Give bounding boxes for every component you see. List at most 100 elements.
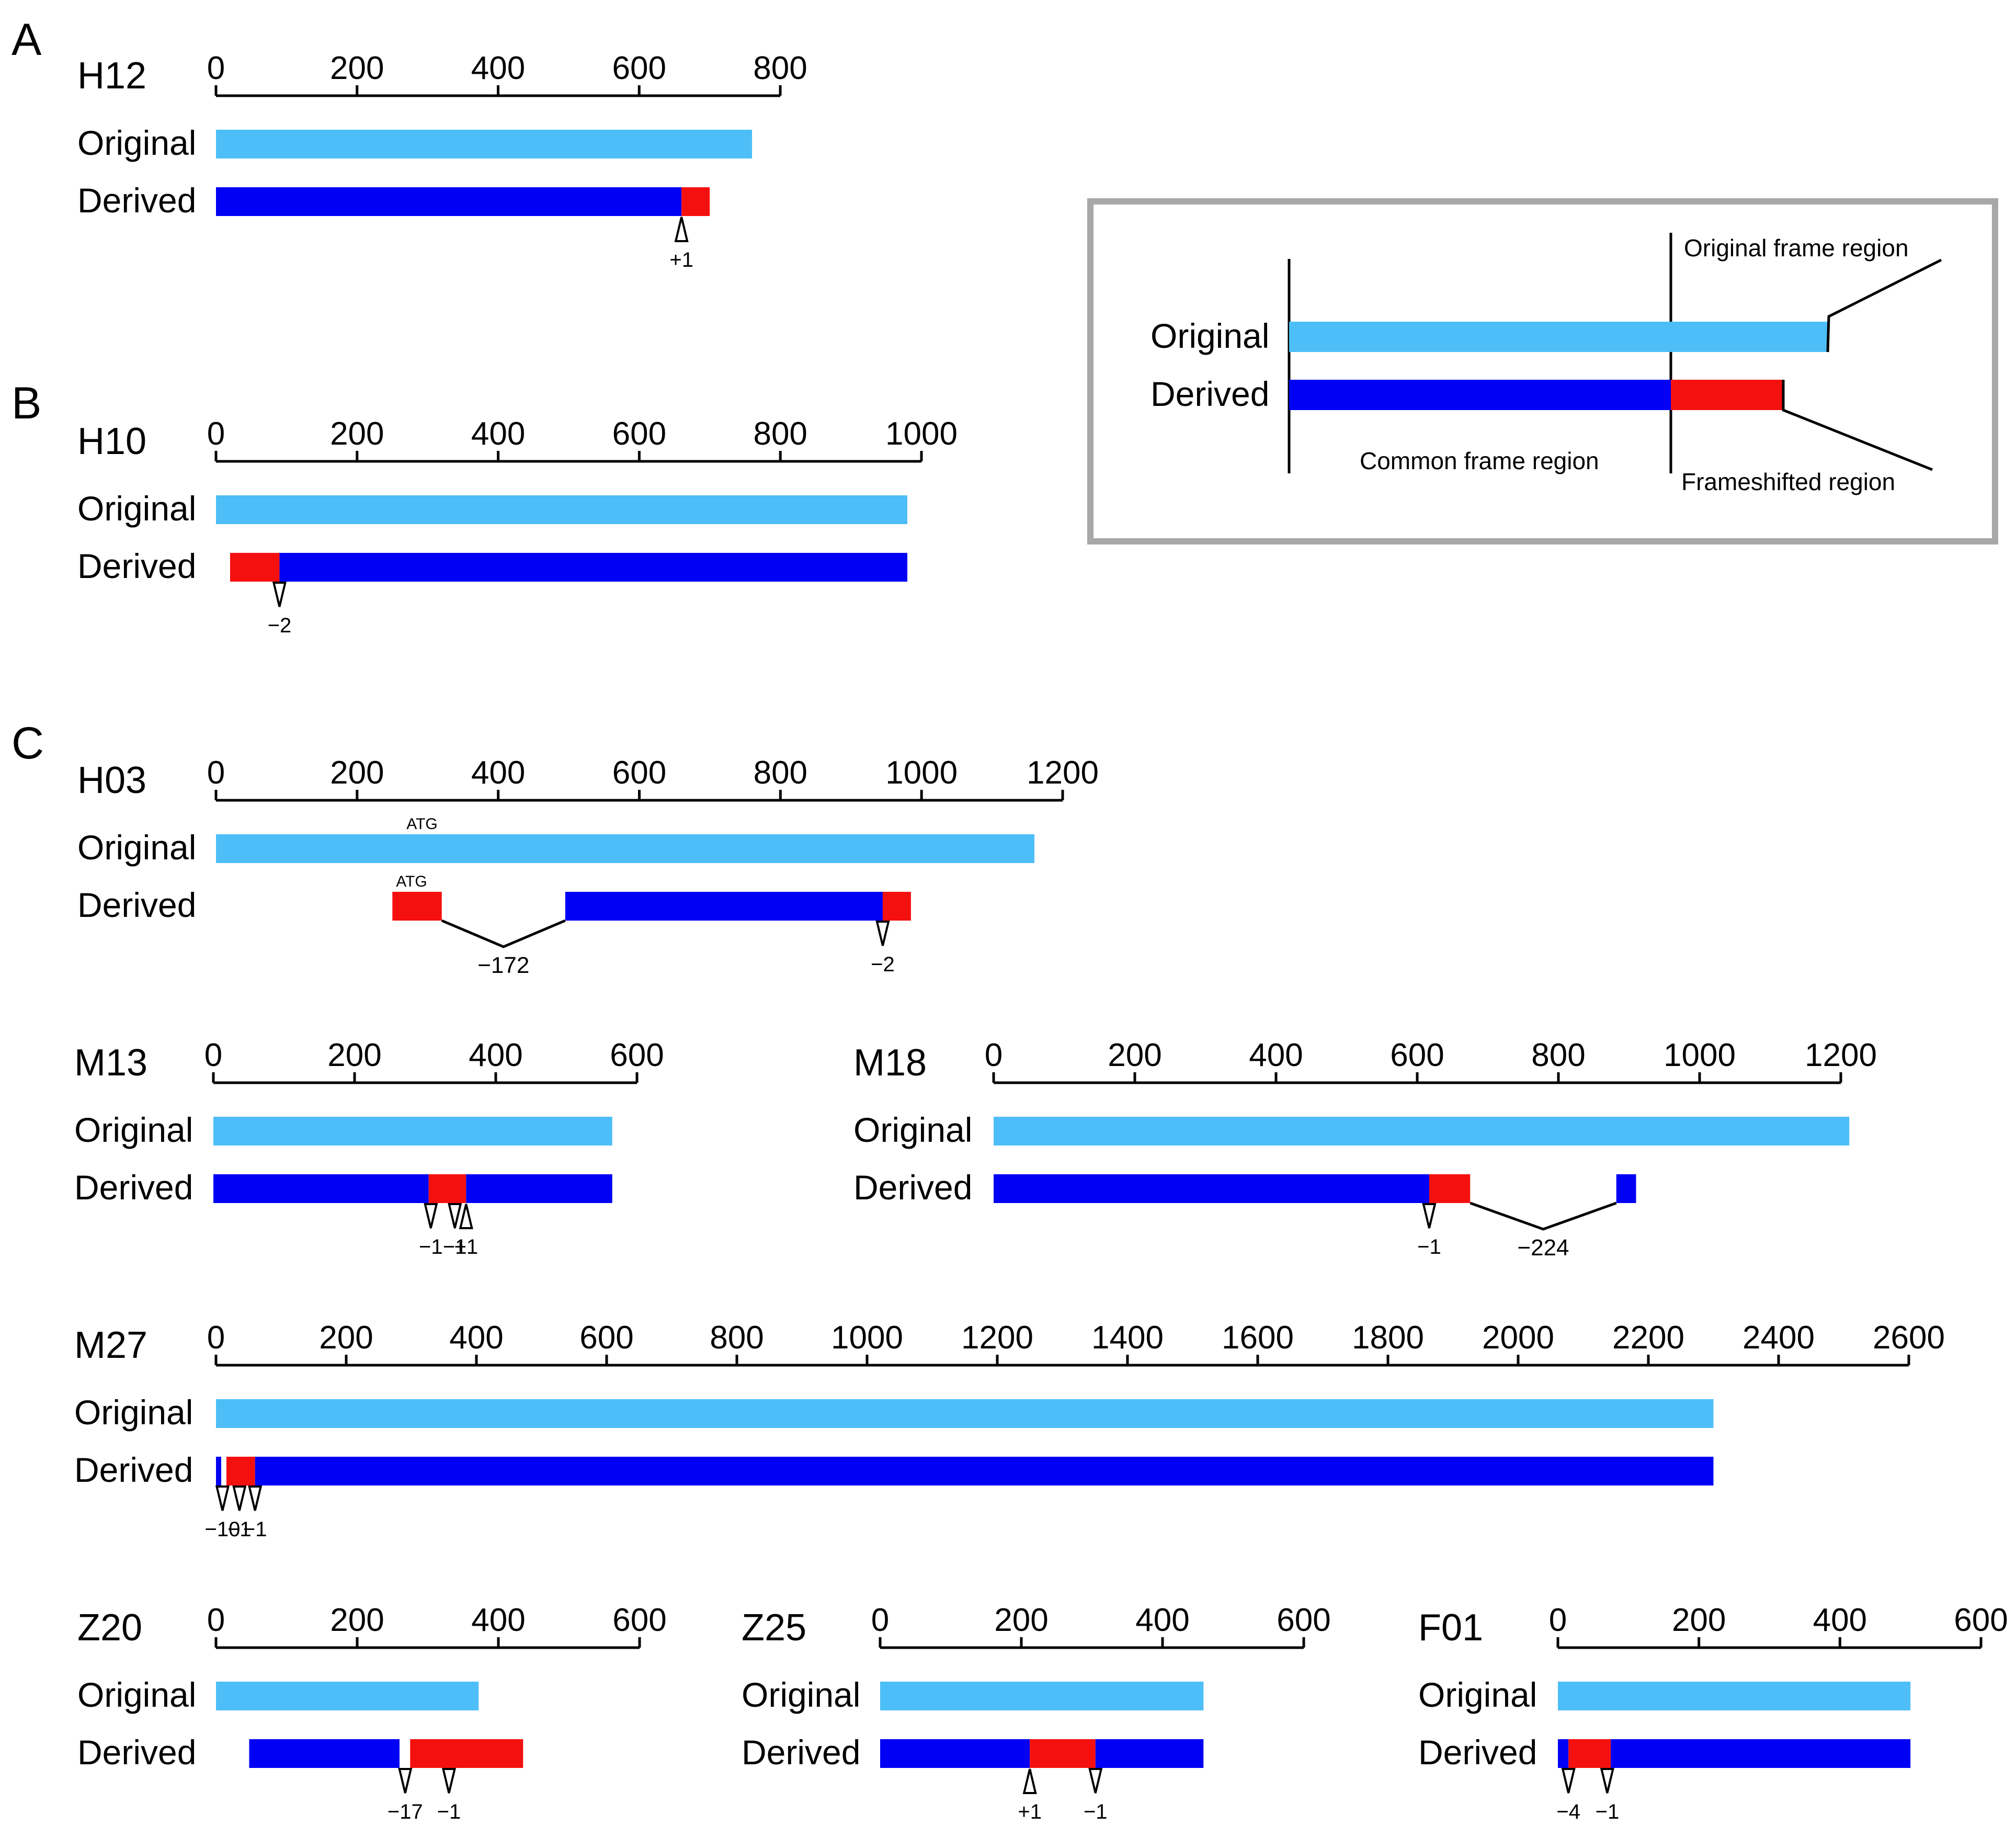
original-bar (994, 1117, 1850, 1145)
tick-label: 2400 (1742, 1320, 1815, 1356)
gene-m27: M27 0 200 400 600 800 1000 1200 1400 1600 1800 2000… (74, 1320, 1945, 1541)
mutation-marker (232, 1485, 247, 1511)
tick-label: 400 (471, 755, 525, 791)
legend-frameshifted-region: Frameshifted region (1681, 468, 1895, 495)
deletion-connector (441, 919, 566, 948)
row-label-derived: Derived (77, 547, 196, 585)
derived-segment (1611, 1739, 1911, 1768)
frameshift-segment (681, 187, 710, 216)
mutation-label: −17 (388, 1800, 423, 1823)
gene-name: Z25 (742, 1607, 806, 1649)
tick-label: 1000 (1664, 1037, 1736, 1073)
legend-derived-label: Derived (1151, 375, 1269, 413)
frameshift-segment (1429, 1174, 1471, 1203)
tick-label: 600 (579, 1320, 633, 1356)
mutation-marker (448, 1203, 462, 1229)
row-label-derived: Derived (853, 1168, 972, 1207)
legend-box: Original Derived Original frame region C… (1087, 198, 1998, 545)
mutation-marker (1022, 1768, 1037, 1794)
frameshift-segment (226, 1457, 255, 1485)
frameshift-segment (882, 892, 911, 921)
atg-label-original: ATG (406, 815, 437, 833)
mutation-label: −1 (419, 1235, 443, 1258)
gene-z20: Z20 0 200 400 600 Original Derived −17 −1 (77, 1602, 667, 1823)
row-label-original: Original (77, 828, 196, 867)
tick-label: 800 (754, 755, 807, 791)
gene-h12: H12 0 200 400 600 800 Original Derived +1 (77, 50, 807, 271)
tick-label: 400 (1135, 1602, 1189, 1638)
original-bar (216, 130, 753, 158)
legend-frameshift-pointer (1782, 380, 1933, 471)
mutation-label: −1 (1596, 1800, 1620, 1823)
tick-label: 200 (994, 1602, 1048, 1638)
mutation-marker (398, 1768, 413, 1794)
derived-segment (216, 187, 682, 216)
frameshift-segment (1030, 1739, 1096, 1768)
mutation-marker (272, 582, 287, 607)
row-label-original: Original (742, 1675, 860, 1714)
legend-derived-bar (1289, 380, 1671, 410)
tick-label: 600 (1954, 1602, 2008, 1638)
tick-label: 0 (207, 50, 225, 86)
tick-label: 400 (471, 416, 525, 452)
tick-label: 600 (1277, 1602, 1330, 1638)
tick-label: 400 (471, 50, 525, 86)
row-label-original: Original (853, 1110, 972, 1149)
derived-segment (249, 1739, 400, 1768)
tick-label: 0 (204, 1037, 222, 1073)
tick-label: 600 (612, 50, 666, 86)
tick-label: 200 (330, 50, 384, 86)
gene-diagrams: H12 0 200 400 600 800 Original Derived +1 H10 0 200… (74, 50, 2008, 1823)
mutation-label: +1 (454, 1235, 478, 1258)
mutation-label: −1 (227, 1518, 252, 1541)
frameshift-segment (230, 553, 280, 582)
frameshift-segment (410, 1739, 523, 1768)
derived-segment (216, 1457, 221, 1485)
panel-letters: A B C (12, 15, 44, 768)
derived-segment (213, 1174, 429, 1203)
mutation-label: −1 (243, 1518, 267, 1541)
mutation-marker (441, 1768, 457, 1794)
tick-label: 200 (319, 1320, 373, 1356)
row-label-derived: Derived (74, 1450, 193, 1489)
gene-name: H12 (77, 55, 146, 97)
tick-label: 0 (207, 1602, 225, 1638)
tick-label: 200 (1672, 1602, 1726, 1638)
panel-letter-a: A (12, 15, 42, 65)
tick-label: 400 (1813, 1602, 1867, 1638)
panel-letter-b: B (12, 378, 41, 428)
derived-segment (466, 1174, 612, 1203)
tick-label: 800 (1531, 1037, 1585, 1073)
row-label-original: Original (74, 1393, 193, 1432)
row-label-derived: Derived (77, 1733, 196, 1772)
mutation-marker (1600, 1768, 1614, 1794)
tick-label: 600 (612, 416, 666, 452)
deletion-label: −172 (477, 952, 529, 978)
derived-segment (255, 1457, 1714, 1485)
mutation-label: −1 (1417, 1235, 1441, 1258)
row-label-derived: Derived (77, 886, 196, 924)
mutation-marker (1561, 1768, 1576, 1794)
gene-name: H10 (77, 421, 146, 462)
legend-original-frame-pointer (1826, 258, 1942, 353)
row-label-derived: Derived (742, 1733, 860, 1772)
gene-f01: F01 0 200 400 600 Original Derived −4 −1 (1418, 1602, 2008, 1823)
row-label-derived: Derived (1418, 1733, 1537, 1772)
tick-label: 2000 (1482, 1320, 1554, 1356)
original-bar (880, 1682, 1204, 1710)
mutation-marker (248, 1485, 263, 1511)
row-label-original: Original (77, 1675, 196, 1714)
original-bar (1558, 1682, 1911, 1710)
original-bar (216, 1399, 1714, 1428)
tick-label: 0 (207, 1320, 225, 1356)
mutation-marker (459, 1204, 473, 1229)
legend-common-frame-region: Common frame region (1360, 447, 1599, 474)
panel-letter-c: C (12, 718, 44, 768)
tick-label: 200 (330, 1602, 384, 1638)
mutation-marker (215, 1485, 230, 1511)
derived-segment (1095, 1739, 1204, 1768)
tick-label: 1000 (831, 1320, 903, 1356)
legend-frameshift-bar (1671, 380, 1783, 410)
